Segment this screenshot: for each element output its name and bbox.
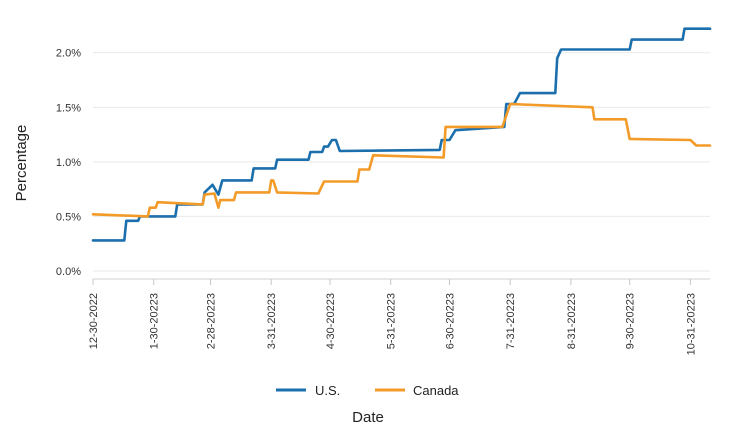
x-tick-label: 7-31-20223 xyxy=(505,293,517,349)
legend-label-canada: Canada xyxy=(413,383,459,398)
y-tick-label: 1.5% xyxy=(56,102,81,114)
x-tick-label: 1-30-20223 xyxy=(149,293,161,349)
legend-item-canada: Canada xyxy=(375,383,459,398)
x-tick-label: 12-30-2022 xyxy=(88,293,100,349)
y-tick-label: 0.5% xyxy=(56,211,81,223)
x-tick-label: 8-31-20223 xyxy=(566,293,578,349)
y-tick-label: 0.0% xyxy=(56,266,81,278)
series-line-canada xyxy=(91,102,712,218)
legend-item-us: U.S. xyxy=(276,383,340,398)
legend: U.S. Canada xyxy=(276,383,459,398)
gridlines xyxy=(93,52,710,280)
x-tick-label: 2-28-20223 xyxy=(206,293,218,349)
y-axis-ticks: 0.0% 0.5% 1.0% 1.5% 2.0% xyxy=(56,48,81,278)
y-tick-label: 2.0% xyxy=(56,48,81,60)
x-tick-label: 3-31-20223 xyxy=(266,293,278,349)
x-axis-title: Date xyxy=(352,409,384,426)
x-axis-ticks: 12-30-2022 1-30-20223 2-28-20223 3-31-20223… xyxy=(88,279,697,355)
series-line-us xyxy=(91,27,712,242)
legend-label-us: U.S. xyxy=(315,383,340,398)
series-lines xyxy=(91,27,712,242)
x-tick-label: 6-30-20223 xyxy=(445,293,457,349)
x-tick-label: 9-30-20223 xyxy=(625,293,637,349)
x-tick-label: 5-31-20223 xyxy=(386,293,398,349)
x-tick-label: 10-31-20223 xyxy=(685,293,697,355)
y-tick-label: 1.0% xyxy=(56,157,81,169)
x-tick-label: 4-30-20223 xyxy=(325,293,337,349)
y-axis-title: Percentage xyxy=(13,125,30,202)
